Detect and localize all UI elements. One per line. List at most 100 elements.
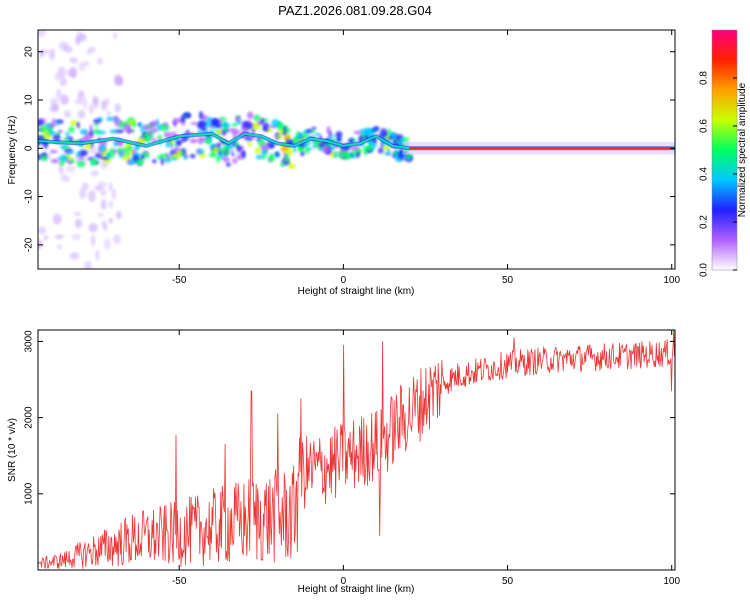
snr-x-tick-label: -50 — [172, 576, 187, 587]
spectrogram-energy-blob — [395, 135, 400, 141]
spectrogram-y-tick-label: 0 — [24, 145, 35, 151]
spectrogram-energy-blob — [293, 146, 297, 153]
colorbar-tick-label: 0.6 — [699, 119, 710, 133]
spectrogram-noise-blob — [75, 98, 84, 105]
spectrogram-energy-blob — [326, 126, 331, 134]
spectrogram-x-tick-label: -50 — [172, 275, 187, 286]
spectrogram-noise-blob — [52, 213, 62, 225]
spectrogram-marks — [38, 30, 675, 269]
spectrogram-energy-blob — [380, 128, 388, 136]
spectrogram-noise-blob — [83, 61, 90, 66]
spectrogram-energy-blob — [189, 153, 196, 159]
spectrogram-energy-blob — [137, 122, 141, 127]
spectrogram-energy-blob — [299, 146, 304, 153]
spectrogram-energy-blob — [247, 141, 252, 148]
spectrogram-energy-blob — [406, 154, 412, 160]
spectrogram-noise-blob — [84, 261, 92, 269]
spectrogram-y-tick-label: -20 — [24, 237, 35, 252]
spectrogram-noise-blob — [108, 182, 113, 192]
spectrogram-energy-blob — [128, 144, 133, 151]
spectrogram-energy-blob — [297, 132, 304, 140]
spectrogram-noise-blob — [60, 173, 67, 182]
spectrogram-energy-blob — [307, 147, 313, 151]
spectrogram-energy-blob — [305, 128, 314, 134]
spectrogram-noise-blob — [69, 252, 80, 260]
spectrogram-energy-blob — [143, 134, 153, 141]
spectrogram-energy-blob — [140, 154, 145, 160]
spectrogram-energy-blob — [76, 160, 85, 168]
spectrogram-energy-blob — [126, 129, 135, 133]
spectrogram-y-ticks: -20 -10 0 10 20 — [24, 46, 675, 252]
spectrogram-noise-blob — [88, 222, 98, 233]
spectrogram-energy-blob — [70, 159, 75, 164]
spectrogram-energy-blob — [280, 161, 285, 168]
spectrogram-energy-blob — [301, 133, 310, 139]
spectrogram-energy-blob — [93, 122, 99, 127]
spectrogram-energy-blob — [68, 126, 75, 133]
spectrogram-energy-blob — [115, 129, 125, 134]
spectrogram-energy-blob — [198, 120, 207, 128]
spectrogram-noise-blob — [95, 249, 100, 261]
spectrogram-energy-blob — [260, 143, 270, 152]
spectrogram-energy-blob — [212, 146, 220, 154]
spectrogram-energy-blob — [149, 120, 159, 127]
spectrogram-energy-blob — [106, 116, 114, 122]
spectrogram-noise-blob — [92, 95, 98, 107]
spectrogram-energy-blob — [92, 118, 102, 124]
spectrogram-energy-blob — [353, 130, 363, 135]
spectrogram-energy-blob — [106, 152, 111, 158]
spectrogram-energy-blob — [163, 156, 172, 163]
spectrogram-energy-blob — [362, 128, 370, 135]
spectrogram-energy-blob — [109, 147, 115, 153]
spectrogram-energy-blob — [89, 129, 94, 136]
spectrogram-noise-blob — [59, 77, 68, 87]
spectrogram-energy-blob — [201, 137, 207, 142]
spectrogram-energy-blob — [152, 135, 159, 140]
spectrogram-energy-blob — [172, 117, 178, 126]
spectrogram-noise-blob — [114, 77, 123, 85]
spectrogram-noise-blob — [112, 32, 118, 40]
spectrogram-noise-blob — [86, 50, 92, 55]
spectrogram-y-tick-label: -10 — [24, 189, 35, 204]
spectrogram-energy-blob — [356, 151, 360, 158]
spectrogram-noise-blob — [108, 217, 114, 224]
spectrogram-energy-blob — [314, 132, 322, 137]
spectrogram-noise-blob — [38, 226, 47, 235]
spectrogram-noise-blob — [100, 199, 107, 211]
spectrogram-energy-blob — [128, 160, 134, 165]
spectrogram-noise-blob — [114, 103, 122, 113]
spectrogram-noise-blob — [92, 104, 100, 109]
spectrogram-noise-blob — [57, 66, 66, 79]
spectrogram-noise-blob — [69, 66, 78, 79]
snr-y-tick-label: 2000 — [24, 406, 35, 429]
colorbar: 0.0 0.2 0.4 0.6 0.8 Normalized spectral ampl… — [699, 29, 748, 277]
snr-frame — [37, 329, 676, 571]
spectrogram-energy-blob — [260, 118, 265, 125]
spectrogram-energy-blob — [253, 114, 261, 122]
snr-y-ticks: 1000 2000 3000 — [24, 330, 675, 505]
spectrogram-energy-blob — [311, 129, 315, 134]
spectrogram-x-ticks: -50 0 50 100 — [172, 30, 680, 286]
spectrogram-energy-blob — [197, 149, 202, 155]
spectrogram-energy-blob — [228, 128, 236, 133]
spectrogram-energy-blob — [222, 156, 230, 163]
spectrogram-energy-blob — [283, 157, 290, 162]
spectrogram-energy-blob — [269, 143, 275, 148]
spectrogram-energy-blob — [291, 138, 300, 144]
spectrogram-energy-blob — [223, 121, 228, 129]
spectrogram-energy-blob — [66, 150, 75, 154]
spectrogram-noise-blob — [82, 97, 88, 110]
spectrogram-noise-blob — [74, 218, 83, 229]
spectrogram-energy-blob — [363, 150, 368, 156]
spectrogram-energy-blob — [276, 133, 283, 139]
spectrogram-noise-blob — [115, 210, 122, 220]
spectrogram-noise-blob — [71, 233, 81, 241]
spectrogram-noise-blob — [49, 97, 59, 107]
spectrogram-noise-blob — [59, 94, 69, 105]
spectrogram-energy-blob — [190, 121, 198, 126]
spectrogram-energy-blob — [176, 150, 182, 157]
spectrogram-noise-blob — [79, 188, 87, 199]
colorbar-bar — [712, 30, 737, 270]
spectrogram-energy-blob — [371, 146, 375, 150]
